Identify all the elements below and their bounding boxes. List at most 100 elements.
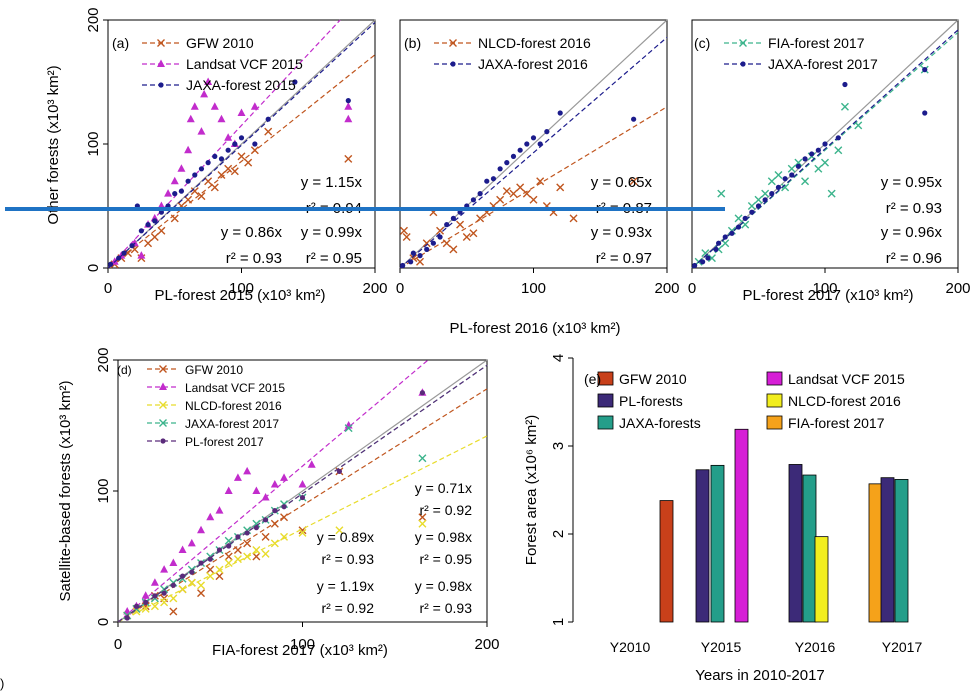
data-point [121,250,127,256]
data-point [252,141,258,147]
x-axis-label: PL-forest 2016 (x10³ km²) [450,320,621,337]
legend-label: PL-forests [619,393,683,409]
data-point [280,513,289,522]
data-point [184,195,193,204]
data-point [270,479,279,488]
data-point [794,158,803,167]
data-point [205,160,211,166]
data-point [210,183,219,192]
data-point [490,176,497,182]
data-point [270,539,279,548]
data-point [169,558,178,567]
data-point [529,195,538,204]
data-point [416,257,425,266]
category-label: Y2017 [882,639,923,655]
data-point [170,176,179,185]
legend-label: NLCD-forest 2016 [185,399,282,413]
y-tick-label: 200 [85,7,102,32]
data-point [270,519,279,528]
fit-r-squared: r² = 0.92 [321,600,374,616]
data-point [225,147,231,153]
data-point [729,230,735,236]
data-point [218,156,225,162]
legend-label: Landsat VCF 2015 [185,381,285,395]
legend-swatch [597,393,614,408]
data-point [161,590,167,596]
legend-marker [739,39,747,47]
data-point [170,582,176,588]
legend-label: NLCD-forest 2016 [478,35,591,51]
legend-label: GFW 2010 [185,363,243,377]
panel-label: (c) [694,35,710,51]
data-point [344,424,353,433]
data-point [172,191,178,197]
data-point [450,215,456,221]
data-point [557,110,563,116]
fit-equation: y = 0.98x [415,529,472,545]
bar [894,479,909,623]
data-point [215,565,224,574]
data-point [761,189,770,198]
data-point [424,246,430,252]
legend-label: GFW 2010 [186,35,254,51]
data-point [272,508,278,514]
data-point [449,245,458,254]
y-tick-label: 0 [85,264,102,272]
data-point [417,253,423,259]
legend-swatch [766,393,783,408]
legend-marker [159,382,167,390]
panel-d [113,359,488,627]
data-point [206,512,215,521]
category-label: Y2016 [795,639,836,655]
x-tick-label: 100 [290,636,315,653]
x-tick-label: 0 [104,280,112,297]
data-point [292,79,298,85]
data-point [344,102,353,110]
x-tick-label: 200 [945,280,970,297]
data-point [713,246,719,252]
data-point [263,517,269,523]
legend-swatch [766,415,783,430]
legend-swatch [597,415,614,430]
data-point [233,545,242,554]
data-point [252,519,261,528]
data-point [206,565,215,574]
data-point [179,573,186,579]
regression-line [117,364,488,623]
fit-r-squared: r² = 0.93 [226,250,282,267]
data-point [835,135,841,141]
data-point [192,172,198,178]
legend-label: JAXA-forest 2015 [186,77,296,93]
data-point [160,565,169,573]
y-tick-label: 100 [85,131,102,156]
data-point [206,572,215,581]
bar [868,483,883,623]
y-tick-label: 4 [550,354,567,362]
data-point [133,603,140,609]
data-point [509,189,518,198]
legend-label: JAXA-forest 2016 [478,56,588,72]
data-point [769,191,775,197]
data-point [524,141,530,147]
data-point [169,594,178,603]
data-point [767,177,776,186]
data-point [237,152,246,161]
data-point [189,569,195,575]
y-axis-label: Forest area (x10⁶ km²) [523,415,540,565]
fit-equation: y = 1.15x [301,174,363,191]
data-point [631,116,637,122]
fit-equation: y = 0.71x [415,480,472,496]
data-point [747,202,756,210]
data-point [224,559,233,568]
fit-equation: y = 0.95x [881,174,943,191]
data-point [517,147,523,153]
data-point [755,203,762,209]
data-point [336,468,342,474]
data-point [160,598,169,607]
data-point [497,166,503,172]
panel-label: (a) [112,35,129,51]
y-tick-label: 3 [550,442,567,450]
data-point [132,607,141,616]
data-point [469,229,478,238]
legend-label: JAXA-forests [619,415,701,431]
